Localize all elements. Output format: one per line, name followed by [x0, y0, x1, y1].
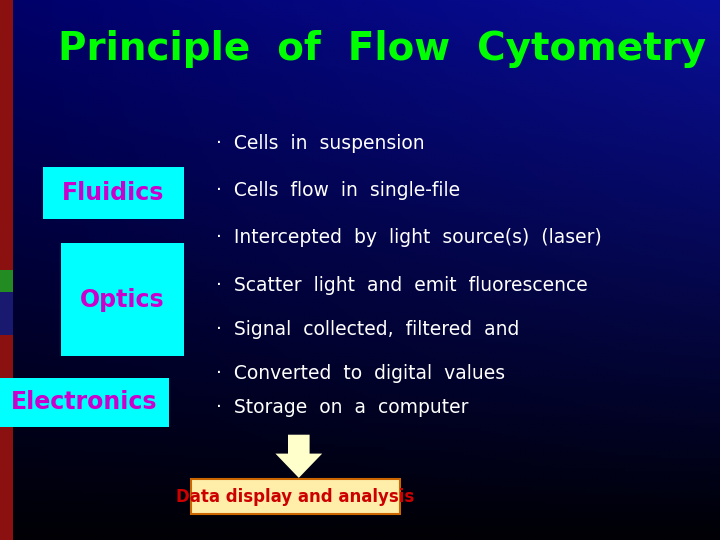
Text: ·  Scatter  light  and  emit  fluorescence: · Scatter light and emit fluorescence [216, 275, 588, 295]
Text: Optics: Optics [80, 288, 165, 312]
Text: Data display and analysis: Data display and analysis [176, 488, 414, 505]
Text: ·  Cells  in  suspension: · Cells in suspension [216, 133, 425, 153]
Bar [191, 479, 400, 514]
Text: Principle  of  Flow  Cytometry: Principle of Flow Cytometry [58, 30, 706, 68]
Text: Fluidics: Fluidics [62, 181, 165, 205]
Bar [43, 167, 184, 219]
Text: Electronics: Electronics [12, 390, 158, 414]
Bar [0, 378, 169, 427]
Text: ·  Storage  on  a  computer: · Storage on a computer [216, 398, 469, 417]
Text: ·  Signal  collected,  filtered  and: · Signal collected, filtered and [216, 320, 519, 339]
Bar [0, 0, 13, 270]
Polygon shape [275, 435, 323, 478]
Bar [0, 270, 13, 292]
Bar [0, 335, 13, 540]
Text: ·  Cells  flow  in  single-file: · Cells flow in single-file [216, 180, 460, 200]
Bar [0, 292, 13, 335]
Text: ·  Intercepted  by  light  source(s)  (laser): · Intercepted by light source(s) (laser) [216, 228, 602, 247]
Text: ·  Converted  to  digital  values: · Converted to digital values [216, 364, 505, 383]
Bar [61, 243, 184, 356]
